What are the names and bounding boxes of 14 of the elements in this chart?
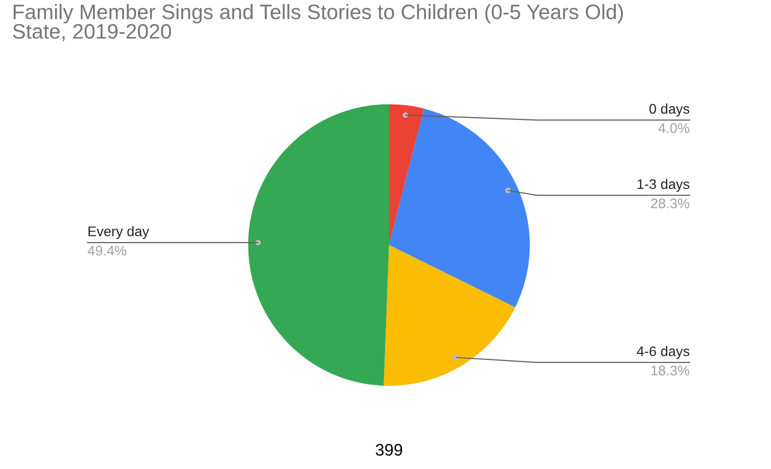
data-label: 49.4% xyxy=(88,246,126,256)
data-label: 18.3% xyxy=(651,366,690,376)
pie-slice xyxy=(389,108,530,308)
data-label: 28.3% xyxy=(651,198,690,208)
data-label: 4.0% xyxy=(658,123,690,134)
text: 399 xyxy=(376,444,402,456)
slice-label: Every day xyxy=(88,226,150,240)
chart-title: Family Member Sings and Tells Stories to Children (0-5 Years Old) State, 2019-2020 xyxy=(12,4,623,42)
slice-label: 4-6 days xyxy=(636,346,690,359)
pie-slice xyxy=(389,104,424,245)
slice-label: 0 days xyxy=(649,104,690,116)
slice-label: 1-3 days xyxy=(638,178,690,192)
pie-slice xyxy=(248,104,389,386)
pie-slice xyxy=(384,245,516,386)
